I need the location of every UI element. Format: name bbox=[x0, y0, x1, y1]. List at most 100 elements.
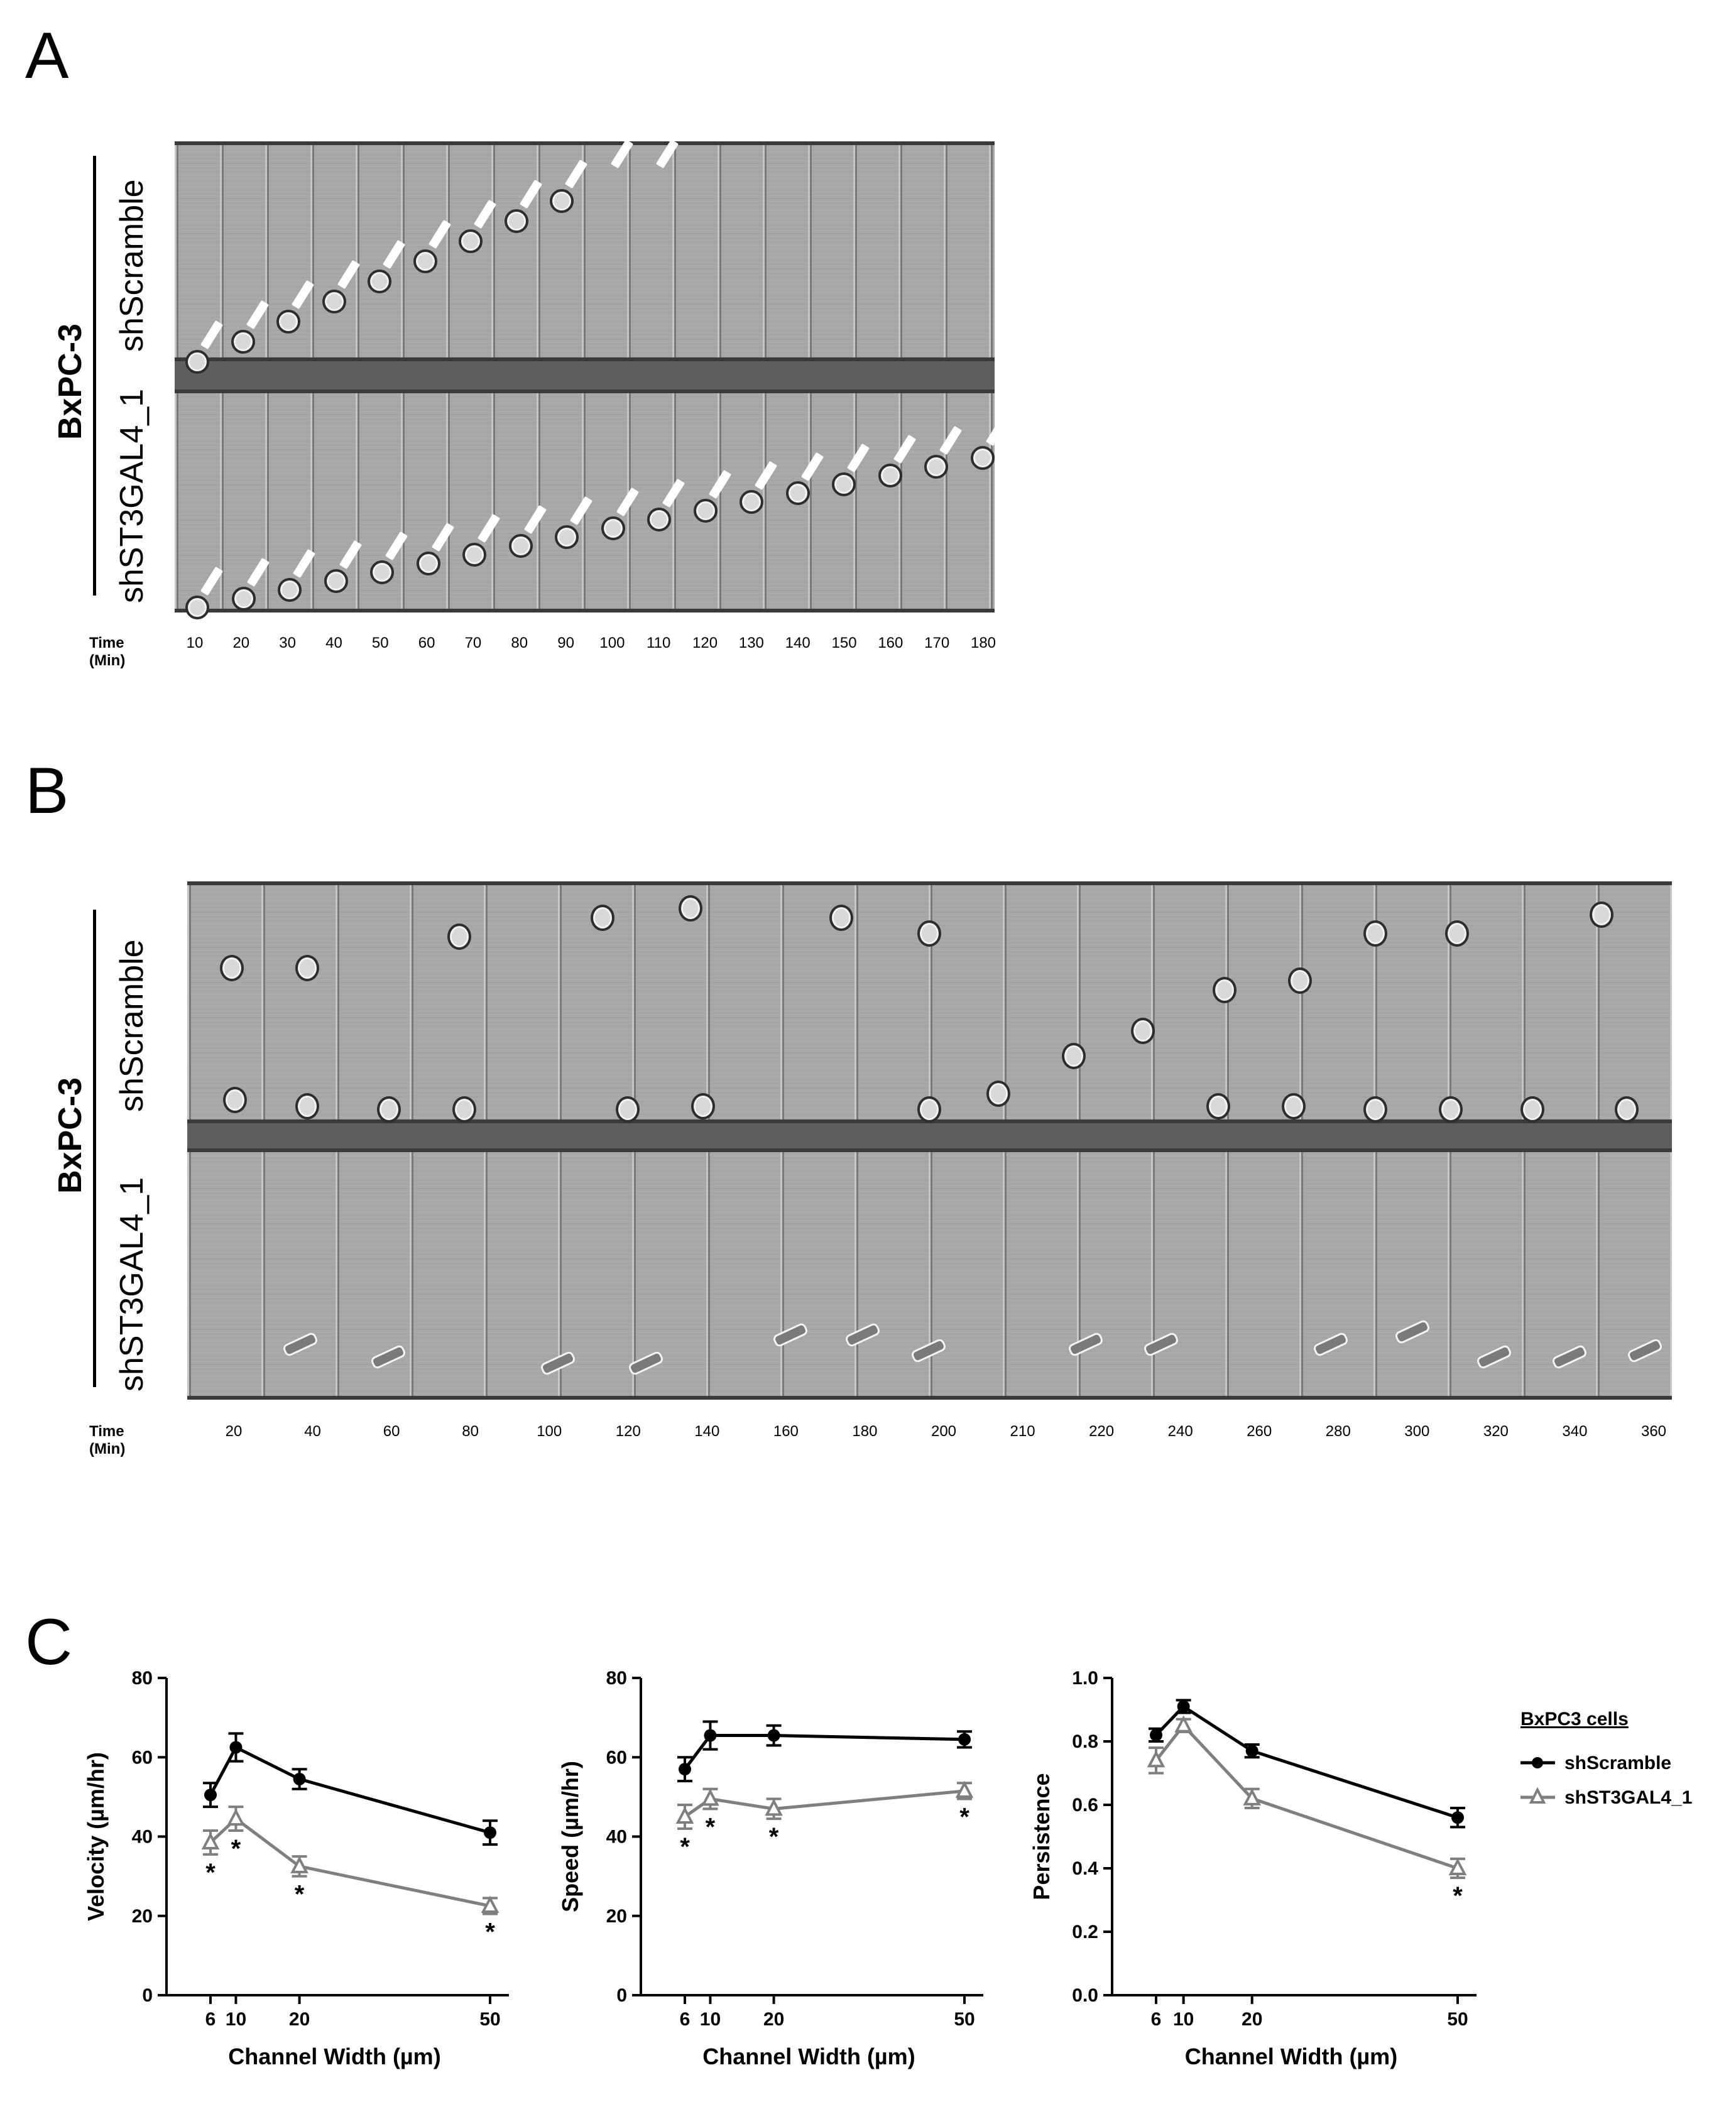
series-line-shscramble bbox=[684, 1734, 965, 1770]
row-label-st3gal4-a: shST3GAL4_1 bbox=[114, 388, 150, 603]
x-tick-label: 20 bbox=[1242, 2009, 1262, 2030]
significance-star: * bbox=[959, 1804, 969, 1831]
time-tick-label: 340 bbox=[1562, 1423, 1588, 1440]
time-tick-label: 80 bbox=[462, 1423, 479, 1440]
migrating-cell bbox=[413, 249, 437, 273]
bracket-line-b bbox=[93, 910, 96, 1387]
panel-c-charts: 0 20 40 60 80 6 10 20 50 Channel Width (µm) Veloci… bbox=[83, 1668, 1692, 2069]
migrating-cell bbox=[185, 596, 209, 619]
migrating-cell bbox=[1062, 1043, 1086, 1069]
data-point-shst3gal4 bbox=[1174, 1715, 1193, 1733]
x-tick-label: 6 bbox=[680, 2009, 691, 2030]
time-axis-label-a: Time (Min) bbox=[89, 634, 126, 669]
migrating-cell bbox=[231, 330, 255, 354]
migrating-cell bbox=[878, 464, 902, 487]
data-point-shscramble bbox=[1150, 1728, 1162, 1741]
panel-label-c: C bbox=[25, 1606, 73, 1679]
y-tick-label: 0.0 bbox=[1072, 1985, 1098, 2006]
migrating-cell bbox=[1363, 920, 1387, 947]
migrating-cell bbox=[679, 895, 702, 922]
time-tick-label: 80 bbox=[511, 634, 528, 651]
significance-star: * bbox=[706, 1813, 716, 1841]
y-tick-label: 1.0 bbox=[1072, 1668, 1098, 1689]
y-tick-label: 20 bbox=[606, 1906, 627, 1927]
data-point-shst3gal4 bbox=[227, 1808, 245, 1826]
migrating-cell bbox=[785, 481, 810, 505]
time-tick-label: 170 bbox=[924, 634, 950, 651]
data-point-shst3gal4 bbox=[290, 1856, 308, 1873]
data-point-shst3gal4 bbox=[1243, 1788, 1262, 1805]
migrating-cell bbox=[295, 1093, 319, 1119]
migrating-cell bbox=[986, 1081, 1010, 1107]
time-tick-label: 150 bbox=[831, 634, 857, 651]
migrating-cell bbox=[1282, 1093, 1306, 1119]
significance-star: * bbox=[769, 1823, 779, 1851]
cell-line-label-a: BxPC-3 bbox=[52, 324, 89, 440]
x-axis-label: Channel Width (µm) bbox=[1185, 2044, 1397, 2069]
migrating-cell bbox=[917, 1096, 941, 1123]
migrating-cell bbox=[1439, 1096, 1463, 1123]
data-point-shst3gal4 bbox=[765, 1799, 783, 1816]
migrating-cell bbox=[508, 534, 533, 558]
significance-star: * bbox=[231, 1835, 241, 1863]
legend-item-label: shScramble bbox=[1564, 1753, 1671, 1773]
legend-title: BxPC3 cells bbox=[1520, 1709, 1629, 1729]
legend-marker-circle bbox=[1532, 1757, 1543, 1768]
migrating-cell bbox=[223, 1087, 247, 1113]
row-label-scramble-a: shScramble bbox=[114, 179, 150, 352]
migrating-cell bbox=[832, 472, 856, 496]
data-point-shst3gal4 bbox=[201, 1832, 220, 1849]
bracket-line-a bbox=[93, 156, 96, 596]
y-axis-label: Velocity (µm/hr) bbox=[83, 1752, 109, 1921]
migrating-cell bbox=[278, 578, 302, 602]
time-tick-label: 140 bbox=[785, 634, 811, 651]
migrating-cell bbox=[550, 189, 574, 213]
x-tick-label: 50 bbox=[954, 2009, 974, 2030]
migrating-cell bbox=[591, 905, 614, 931]
time-tick-label: 40 bbox=[325, 634, 342, 651]
y-tick-label: 60 bbox=[606, 1747, 627, 1768]
time-tick-label: 180 bbox=[852, 1423, 878, 1440]
migrating-cell bbox=[691, 1093, 715, 1119]
data-point-shscramble bbox=[767, 1729, 780, 1742]
migrating-cell bbox=[185, 350, 209, 374]
y-tick-label: 0 bbox=[616, 1985, 627, 2006]
y-tick-label: 40 bbox=[606, 1827, 627, 1848]
time-tick-label: 120 bbox=[615, 1423, 641, 1440]
migrating-cell bbox=[322, 290, 346, 313]
time-tick-label: 20 bbox=[232, 634, 250, 651]
significance-star: * bbox=[205, 1859, 216, 1887]
migrating-cell bbox=[1363, 1096, 1387, 1123]
y-tick-label: 0.4 bbox=[1072, 1858, 1098, 1879]
x-tick-label: 6 bbox=[1151, 2009, 1162, 2030]
x-axis-label: Channel Width (µm) bbox=[228, 2044, 440, 2069]
x-tick-label: 20 bbox=[289, 2009, 310, 2030]
time-tick-label: 90 bbox=[557, 634, 574, 651]
migrating-cell bbox=[447, 923, 471, 950]
x-tick-label: 10 bbox=[700, 2009, 721, 2030]
time-tick-label: 130 bbox=[738, 634, 764, 651]
migrating-cell bbox=[647, 508, 671, 531]
x-tick-label: 10 bbox=[226, 2009, 246, 2030]
kymograph-a-divider bbox=[175, 361, 995, 389]
data-point-shscramble bbox=[1451, 1811, 1464, 1824]
x-tick-label: 20 bbox=[763, 2009, 784, 2030]
series-line-shst3gal4 bbox=[209, 1816, 491, 1908]
y-tick-label: 0.8 bbox=[1072, 1731, 1098, 1752]
time-tick-label: 160 bbox=[773, 1423, 799, 1440]
significance-star: * bbox=[295, 1881, 305, 1909]
migrating-cell bbox=[1206, 1093, 1230, 1119]
time-tick-label: 240 bbox=[1167, 1423, 1193, 1440]
time-tick-label: 200 bbox=[931, 1423, 957, 1440]
time-axis-label-b: Time (Min) bbox=[89, 1423, 126, 1457]
data-point-shst3gal4 bbox=[955, 1780, 974, 1798]
migrating-cell bbox=[693, 499, 718, 523]
time-tick-label: 60 bbox=[418, 634, 435, 651]
time-tick-label: 210 bbox=[1010, 1423, 1035, 1440]
kymograph-b-scramble bbox=[187, 881, 1672, 1123]
migrating-cell bbox=[462, 543, 486, 567]
data-point-shscramble bbox=[1245, 1745, 1258, 1758]
data-point-shst3gal4 bbox=[1448, 1858, 1467, 1875]
migrating-cell bbox=[1615, 1096, 1639, 1123]
y-tick-label: 80 bbox=[606, 1668, 627, 1689]
